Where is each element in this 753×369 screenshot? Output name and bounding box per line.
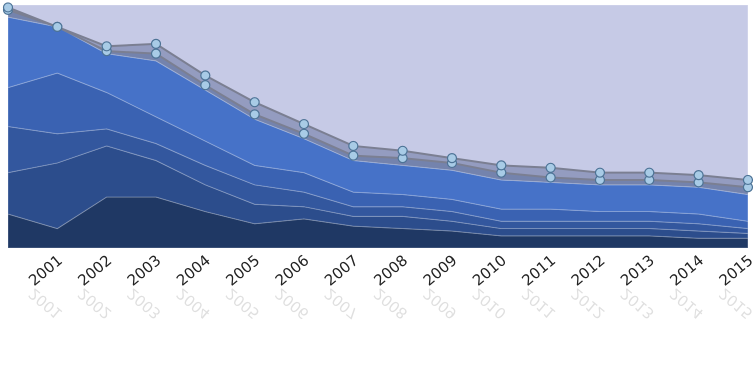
area <box>7 196 749 249</box>
marker <box>298 118 310 130</box>
marker <box>742 174 753 186</box>
marker <box>150 48 162 59</box>
marker <box>249 97 260 108</box>
x-axis-labels: 2001 2002 2003 2004 2005 2006 2007 2008 2009 2010… <box>25 251 753 289</box>
marker <box>52 21 63 32</box>
x-tick-label-reflection: 2012 <box>568 284 609 322</box>
x-tick-label-reflection: 2004 <box>173 284 214 322</box>
area <box>7 16 749 222</box>
x-tick-label: 2005 <box>222 251 263 289</box>
x-tick-label: 2011 <box>518 251 559 289</box>
marker <box>200 80 211 91</box>
marker <box>545 172 556 183</box>
x-tick-label: 2008 <box>370 251 411 289</box>
x-tick-label: 2010 <box>469 251 510 289</box>
marker <box>2 2 14 13</box>
x-tick-label: 2001 <box>25 251 66 289</box>
x-tick-label: 2013 <box>617 251 658 289</box>
x-tick-label-reflection: 2003 <box>124 284 165 322</box>
x-tick-label-reflection: 2006 <box>272 284 313 322</box>
x-tick-label-reflection: 2008 <box>370 284 411 322</box>
x-tick-label-reflection: 2009 <box>420 284 461 322</box>
marker <box>348 140 359 152</box>
x-tick-label-reflection: 2014 <box>666 284 707 322</box>
marker <box>298 128 310 139</box>
marker <box>644 167 655 178</box>
x-tick-label-reflection: 2002 <box>74 284 115 322</box>
x-tick-label-reflection: 2010 <box>469 284 510 322</box>
marker <box>446 152 458 164</box>
x-tick-label: 2003 <box>124 251 165 289</box>
x-tick-label-reflection: 2005 <box>222 284 263 322</box>
x-tick-label: 2007 <box>321 251 362 289</box>
x-tick-label: 2015 <box>716 251 753 289</box>
plot-area <box>7 4 749 249</box>
x-tick-label: 2004 <box>173 251 214 289</box>
x-tick-label: 2009 <box>420 251 461 289</box>
x-tick-label: 2006 <box>272 251 313 289</box>
marker <box>348 150 359 161</box>
marker <box>200 70 211 81</box>
x-tick-label: 2002 <box>74 251 115 289</box>
marker-line <box>7 8 749 189</box>
marker-line <box>7 6 749 181</box>
x-tick-label-reflection: 2007 <box>321 284 362 322</box>
marker <box>693 170 704 181</box>
x-tick-label-reflection: 2015 <box>716 284 753 322</box>
x-tick-label-reflection: 2001 <box>25 284 66 322</box>
marker <box>101 41 112 52</box>
marker <box>150 38 162 49</box>
x-tick-label-reflection: 2013 <box>617 284 658 322</box>
label-reflection: 2001 2002 2003 2004 2005 2006 2007 2008 2009 2010… <box>25 284 753 322</box>
x-tick-label-reflection: 2011 <box>518 284 559 322</box>
area <box>7 145 749 239</box>
marker <box>249 109 260 120</box>
x-tick-label: 2012 <box>568 251 609 289</box>
marker <box>545 162 556 173</box>
marker <box>397 145 408 156</box>
marker <box>496 160 507 171</box>
markers <box>2 2 753 193</box>
x-tick-label: 2014 <box>666 251 707 289</box>
marker <box>594 167 606 178</box>
